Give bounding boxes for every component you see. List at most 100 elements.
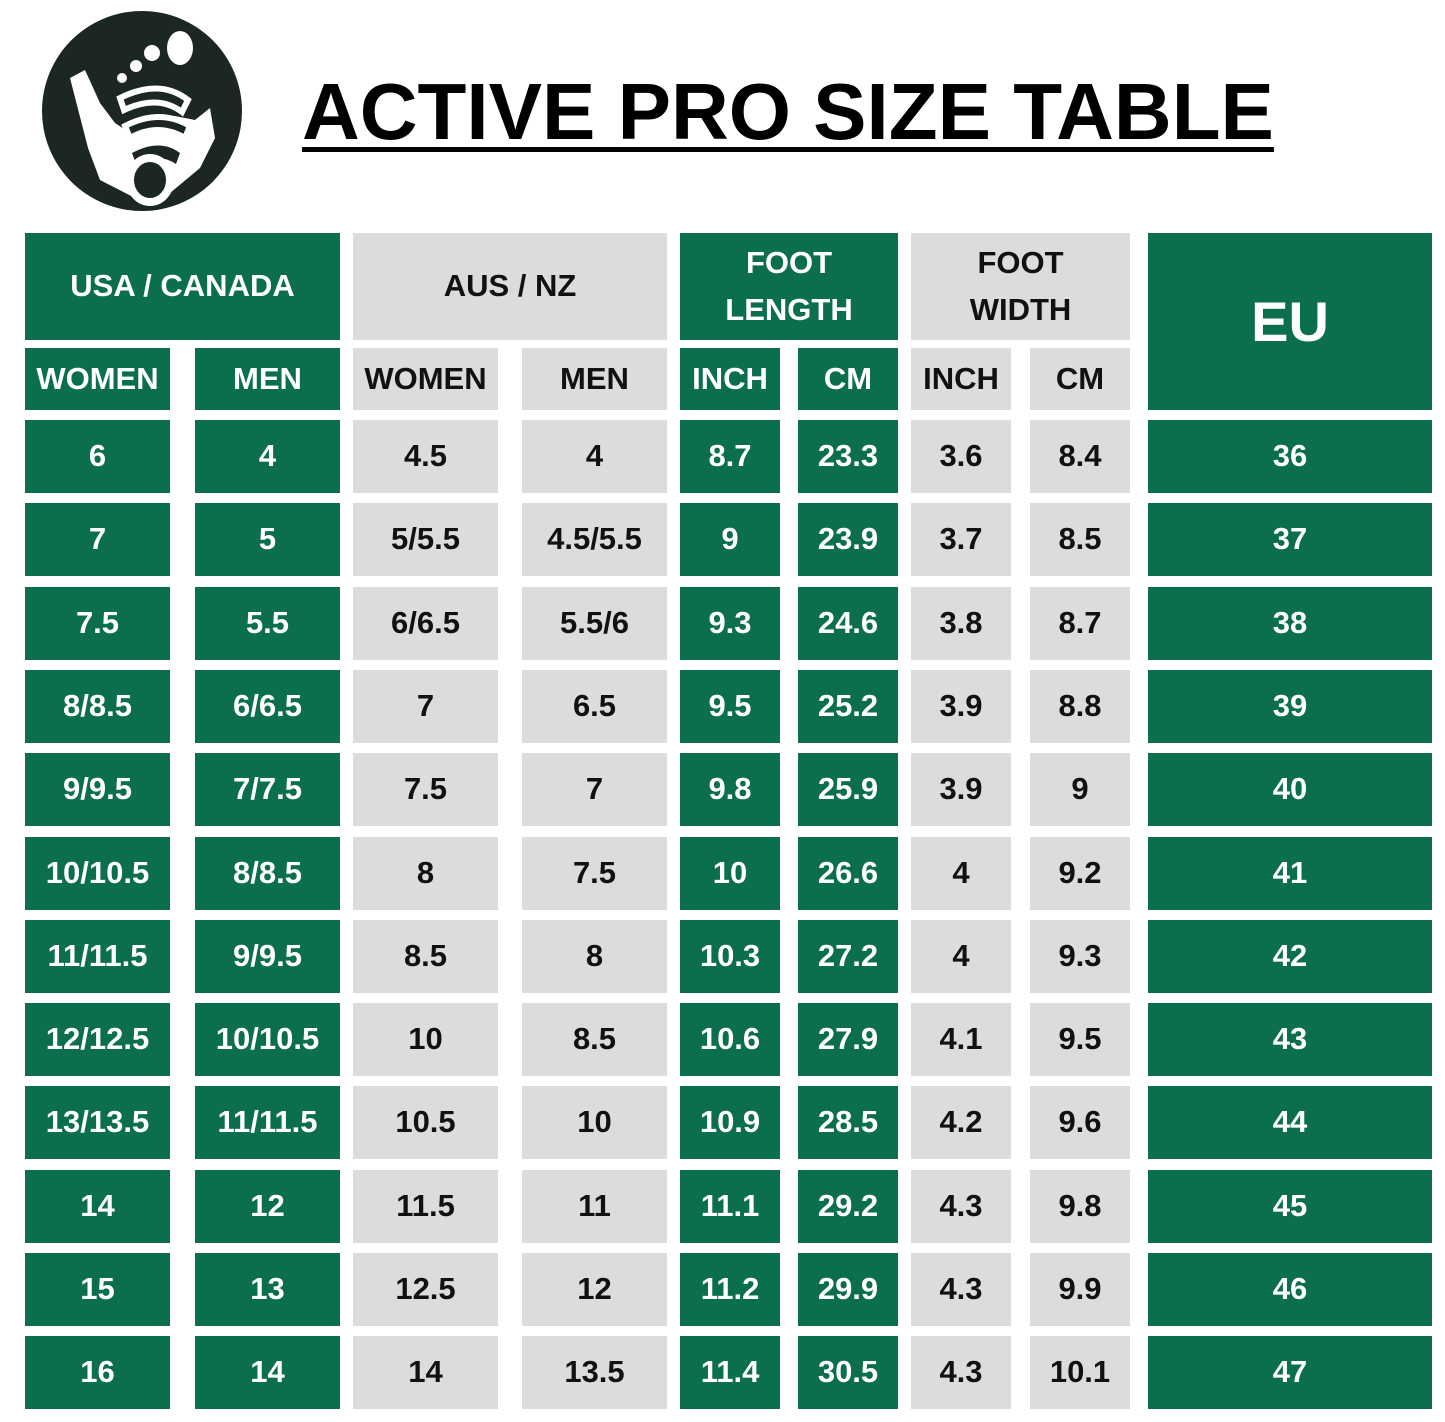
group-header-usa-canada: USA / CANADA xyxy=(25,233,340,340)
cell-usa-women: 11/11.5 xyxy=(25,920,170,993)
cell-foot-length-inch: 10.6 xyxy=(680,1003,780,1076)
cell-usa-men: 7/7.5 xyxy=(195,753,340,826)
cell-foot-length-cm: 29.2 xyxy=(798,1170,898,1243)
cell-foot-width-inch: 4 xyxy=(911,920,1011,993)
footprint-logo-icon xyxy=(42,11,242,211)
cell-foot-width-cm: 9.8 xyxy=(1030,1170,1130,1243)
cell-eu: 44 xyxy=(1148,1086,1432,1159)
cell-usa-men: 5 xyxy=(195,503,340,576)
cell-aus-women: 5/5.5 xyxy=(353,503,498,576)
cell-aus-women: 11.5 xyxy=(353,1170,498,1243)
group-header-eu: EU xyxy=(1148,233,1432,410)
subheader-foot-width-cm: CM xyxy=(1030,348,1130,410)
cell-eu: 41 xyxy=(1148,837,1432,910)
cell-aus-women: 7 xyxy=(353,670,498,743)
cell-aus-men: 10 xyxy=(522,1086,667,1159)
cell-usa-women: 6 xyxy=(25,420,170,493)
cell-foot-width-cm: 8.4 xyxy=(1030,420,1130,493)
cell-usa-men: 13 xyxy=(195,1253,340,1326)
cell-eu: 39 xyxy=(1148,670,1432,743)
cell-eu: 36 xyxy=(1148,420,1432,493)
cell-foot-length-inch: 9.8 xyxy=(680,753,780,826)
cell-foot-width-inch: 3.8 xyxy=(911,587,1011,660)
cell-usa-men: 8/8.5 xyxy=(195,837,340,910)
cell-aus-men: 5.5/6 xyxy=(522,587,667,660)
cell-foot-width-inch: 3.9 xyxy=(911,753,1011,826)
cell-foot-length-inch: 10.3 xyxy=(680,920,780,993)
cell-usa-men: 6/6.5 xyxy=(195,670,340,743)
cell-eu: 43 xyxy=(1148,1003,1432,1076)
cell-aus-women: 10 xyxy=(353,1003,498,1076)
cell-usa-men: 5.5 xyxy=(195,587,340,660)
cell-aus-women: 6/6.5 xyxy=(353,587,498,660)
cell-foot-length-inch: 9.3 xyxy=(680,587,780,660)
cell-foot-width-inch: 3.7 xyxy=(911,503,1011,576)
cell-usa-women: 9/9.5 xyxy=(25,753,170,826)
cell-foot-length-cm: 25.9 xyxy=(798,753,898,826)
cell-usa-men: 12 xyxy=(195,1170,340,1243)
cell-foot-length-cm: 26.6 xyxy=(798,837,898,910)
cell-foot-width-cm: 8.5 xyxy=(1030,503,1130,576)
subheader-aus-women: WOMEN xyxy=(353,348,498,410)
subheader-foot-width-inch: INCH xyxy=(911,348,1011,410)
cell-foot-length-inch: 11.1 xyxy=(680,1170,780,1243)
group-header-foot-length: FOOT LENGTH xyxy=(680,233,898,340)
cell-foot-width-inch: 4 xyxy=(911,837,1011,910)
cell-aus-men: 11 xyxy=(522,1170,667,1243)
cell-foot-length-inch: 9 xyxy=(680,503,780,576)
cell-aus-women: 8.5 xyxy=(353,920,498,993)
page-title: ACTIVE PRO SIZE TABLE xyxy=(302,67,1274,156)
cell-usa-women: 14 xyxy=(25,1170,170,1243)
cell-foot-width-cm: 9.2 xyxy=(1030,837,1130,910)
cell-foot-length-cm: 27.9 xyxy=(798,1003,898,1076)
cell-usa-women: 7 xyxy=(25,503,170,576)
cell-foot-width-cm: 8.8 xyxy=(1030,670,1130,743)
group-header-foot-width: FOOT WIDTH xyxy=(911,233,1130,340)
cell-usa-men: 11/11.5 xyxy=(195,1086,340,1159)
subheader-aus-men: MEN xyxy=(522,348,667,410)
cell-eu: 45 xyxy=(1148,1170,1432,1243)
cell-aus-men: 4.5/5.5 xyxy=(522,503,667,576)
cell-foot-width-inch: 4.3 xyxy=(911,1253,1011,1326)
cell-foot-width-inch: 3.9 xyxy=(911,670,1011,743)
subheader-foot-length-cm: CM xyxy=(798,348,898,410)
cell-foot-length-inch: 9.5 xyxy=(680,670,780,743)
cell-foot-length-inch: 10.9 xyxy=(680,1086,780,1159)
cell-foot-length-cm: 23.9 xyxy=(798,503,898,576)
cell-aus-men: 6.5 xyxy=(522,670,667,743)
cell-eu: 46 xyxy=(1148,1253,1432,1326)
cell-eu: 40 xyxy=(1148,753,1432,826)
cell-aus-women: 8 xyxy=(353,837,498,910)
cell-foot-width-cm: 9.5 xyxy=(1030,1003,1130,1076)
cell-usa-men: 14 xyxy=(195,1336,340,1409)
cell-aus-men: 12 xyxy=(522,1253,667,1326)
cell-usa-women: 8/8.5 xyxy=(25,670,170,743)
cell-usa-women: 16 xyxy=(25,1336,170,1409)
cell-foot-length-cm: 27.2 xyxy=(798,920,898,993)
cell-aus-women: 10.5 xyxy=(353,1086,498,1159)
cell-usa-women: 7.5 xyxy=(25,587,170,660)
cell-foot-length-inch: 10 xyxy=(680,837,780,910)
cell-aus-women: 7.5 xyxy=(353,753,498,826)
cell-usa-women: 12/12.5 xyxy=(25,1003,170,1076)
cell-usa-men: 10/10.5 xyxy=(195,1003,340,1076)
cell-foot-length-cm: 29.9 xyxy=(798,1253,898,1326)
cell-foot-width-inch: 4.1 xyxy=(911,1003,1011,1076)
cell-foot-length-inch: 8.7 xyxy=(680,420,780,493)
cell-aus-women: 4.5 xyxy=(353,420,498,493)
cell-foot-length-inch: 11.4 xyxy=(680,1336,780,1409)
cell-eu: 47 xyxy=(1148,1336,1432,1409)
cell-foot-width-cm: 10.1 xyxy=(1030,1336,1130,1409)
cell-foot-width-inch: 3.6 xyxy=(911,420,1011,493)
cell-eu: 42 xyxy=(1148,920,1432,993)
cell-usa-women: 10/10.5 xyxy=(25,837,170,910)
cell-foot-length-cm: 23.3 xyxy=(798,420,898,493)
cell-aus-women: 12.5 xyxy=(353,1253,498,1326)
subheader-usa-men: MEN xyxy=(195,348,340,410)
cell-usa-men: 9/9.5 xyxy=(195,920,340,993)
cell-foot-width-cm: 8.7 xyxy=(1030,587,1130,660)
cell-foot-width-inch: 4.3 xyxy=(911,1336,1011,1409)
subheader-foot-length-inch: INCH xyxy=(680,348,780,410)
group-header-aus-nz: AUS / NZ xyxy=(353,233,667,340)
cell-aus-women: 14 xyxy=(353,1336,498,1409)
